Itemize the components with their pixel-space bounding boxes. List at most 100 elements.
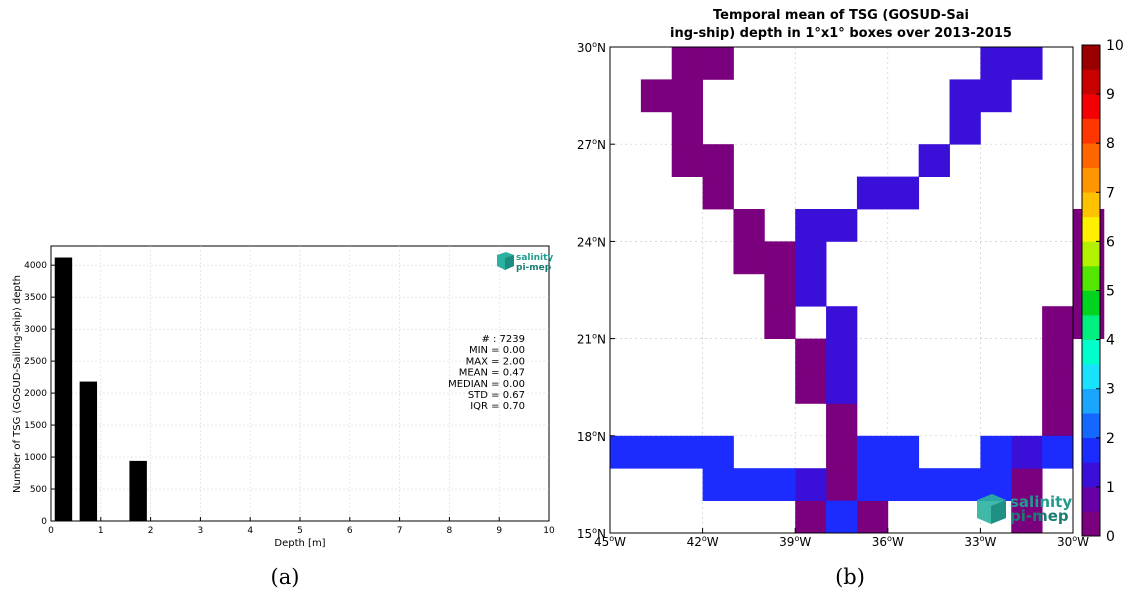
map-cell bbox=[918, 468, 950, 501]
logo-cube-shade-icon bbox=[991, 500, 1006, 524]
colorbar-segment bbox=[1082, 143, 1100, 169]
y-tick-label: 21oN bbox=[577, 332, 606, 347]
x-tick-label: 33oW bbox=[964, 534, 996, 549]
map-cell bbox=[671, 111, 703, 145]
map-cell bbox=[795, 500, 827, 534]
map-cell bbox=[856, 176, 889, 210]
map-cell bbox=[733, 468, 765, 501]
map-cell bbox=[826, 435, 858, 469]
map-cell bbox=[1011, 47, 1043, 80]
y-tick-label: 18oN bbox=[577, 429, 606, 444]
map-cell bbox=[795, 338, 827, 372]
panel-label-a: (a) bbox=[271, 565, 300, 589]
colorbar-segment bbox=[1082, 216, 1100, 242]
map-cell bbox=[640, 435, 673, 469]
map-cell bbox=[764, 273, 796, 307]
stat-line: MEAN = 0.47 bbox=[459, 368, 525, 379]
colorbar-segment bbox=[1082, 462, 1100, 488]
colorbar-segment bbox=[1082, 265, 1100, 291]
colorbar-tick-label: 7 bbox=[1106, 185, 1115, 201]
stat-line: MAX = 2.00 bbox=[466, 356, 525, 367]
map-cell bbox=[949, 79, 981, 113]
colorbar-segment bbox=[1082, 437, 1100, 463]
map-cell bbox=[795, 209, 827, 242]
map-frame bbox=[609, 46, 1074, 534]
colorbar: 0 1 2 3 4 5 6 7 8 9 10 bbox=[1081, 38, 1124, 545]
colorbar-segment bbox=[1082, 241, 1100, 267]
colorbar-tick-label: 6 bbox=[1106, 234, 1115, 250]
map-cell bbox=[918, 144, 950, 177]
colorbar-tick-label: 8 bbox=[1106, 136, 1115, 152]
map-cell bbox=[980, 435, 1012, 469]
x-tick-label: 1 bbox=[98, 526, 104, 536]
map-cell bbox=[610, 435, 642, 469]
map-cell bbox=[1011, 435, 1043, 469]
colorbar-segment bbox=[1082, 388, 1100, 414]
stat-line: IQR = 0.70 bbox=[470, 401, 525, 412]
map-cell bbox=[887, 468, 920, 501]
colorbar-segment bbox=[1082, 413, 1100, 439]
histogram-x-label: Depth [m] bbox=[274, 538, 325, 549]
map-panel: Temporal mean of TSG (GOSUD-Sai ing-ship… bbox=[577, 8, 1124, 589]
x-tick-label: 5 bbox=[297, 526, 303, 536]
x-tick-label: 10 bbox=[543, 526, 555, 536]
map-cell bbox=[671, 79, 703, 113]
colorbar-tick-label: 2 bbox=[1106, 431, 1115, 447]
colorbar-segment bbox=[1082, 167, 1100, 193]
y-tick-label: 30oN bbox=[577, 40, 606, 55]
map-cell bbox=[671, 144, 703, 177]
map-cell bbox=[949, 111, 981, 145]
x-tick-label: 6 bbox=[347, 526, 353, 536]
map-cell bbox=[1042, 338, 1074, 372]
colorbar-segment bbox=[1082, 45, 1100, 70]
stat-line: MEDIAN = 0.00 bbox=[448, 379, 525, 390]
colorbar-segment bbox=[1082, 511, 1100, 537]
x-tick-label: 4 bbox=[247, 526, 253, 536]
x-tick-label: 36oW bbox=[872, 534, 904, 549]
colorbar-segment bbox=[1082, 339, 1100, 365]
histogram-y-ticks: 0 500 1000 1500 2000 2500 3000 3500 4000 bbox=[24, 261, 55, 527]
y-tick-label: 2500 bbox=[24, 357, 47, 367]
map-cell bbox=[795, 273, 827, 307]
colorbar-segment bbox=[1082, 315, 1100, 340]
y-tick-label: 24oN bbox=[577, 234, 606, 249]
map-cell bbox=[980, 47, 1012, 80]
map-cell bbox=[1042, 403, 1074, 437]
map-cell bbox=[856, 500, 889, 534]
histogram-grid bbox=[51, 246, 549, 521]
histogram-y-label: Number of TSG (GOSUD-Sailing-ship) depth bbox=[12, 275, 23, 493]
map-cell bbox=[702, 144, 734, 177]
map-cell bbox=[1011, 500, 1043, 534]
map-cell bbox=[887, 176, 920, 210]
map-cell bbox=[826, 209, 858, 242]
map-cell bbox=[733, 209, 765, 242]
logo-text-line2: pi-mep bbox=[516, 263, 552, 273]
map-cell bbox=[795, 371, 827, 404]
panel-label-b: (b) bbox=[835, 565, 865, 589]
map-cell bbox=[733, 241, 765, 275]
y-tick-label: 2000 bbox=[24, 389, 47, 399]
map-cell bbox=[856, 435, 889, 469]
map-title-line2: ing-ship) depth in 1°x1° boxes over 2013… bbox=[670, 26, 1012, 41]
map-title-line1: Temporal mean of TSG (GOSUD-Sai bbox=[713, 8, 969, 23]
map-cell bbox=[764, 306, 796, 339]
colorbar-tick-label: 0 bbox=[1106, 529, 1115, 545]
y-tick-label: 27oN bbox=[577, 137, 606, 152]
histogram-bar bbox=[79, 381, 98, 521]
map-cell bbox=[826, 338, 858, 372]
y-tick-label: 1000 bbox=[24, 453, 47, 463]
map-cell bbox=[795, 468, 827, 501]
colorbar-segment bbox=[1082, 94, 1100, 119]
colorbar-tick-label: 1 bbox=[1106, 480, 1115, 496]
map-cell bbox=[702, 47, 734, 80]
histogram-bar bbox=[129, 460, 147, 521]
x-tick-label: 0 bbox=[48, 526, 54, 536]
map-cell bbox=[702, 435, 734, 469]
map-cell bbox=[949, 468, 981, 501]
map-cell bbox=[887, 435, 920, 469]
map-logo: salinity pi-mep bbox=[977, 493, 1072, 525]
y-tick-label: 3000 bbox=[24, 325, 47, 335]
map-cell bbox=[980, 79, 1012, 113]
map-cell bbox=[1042, 435, 1074, 469]
